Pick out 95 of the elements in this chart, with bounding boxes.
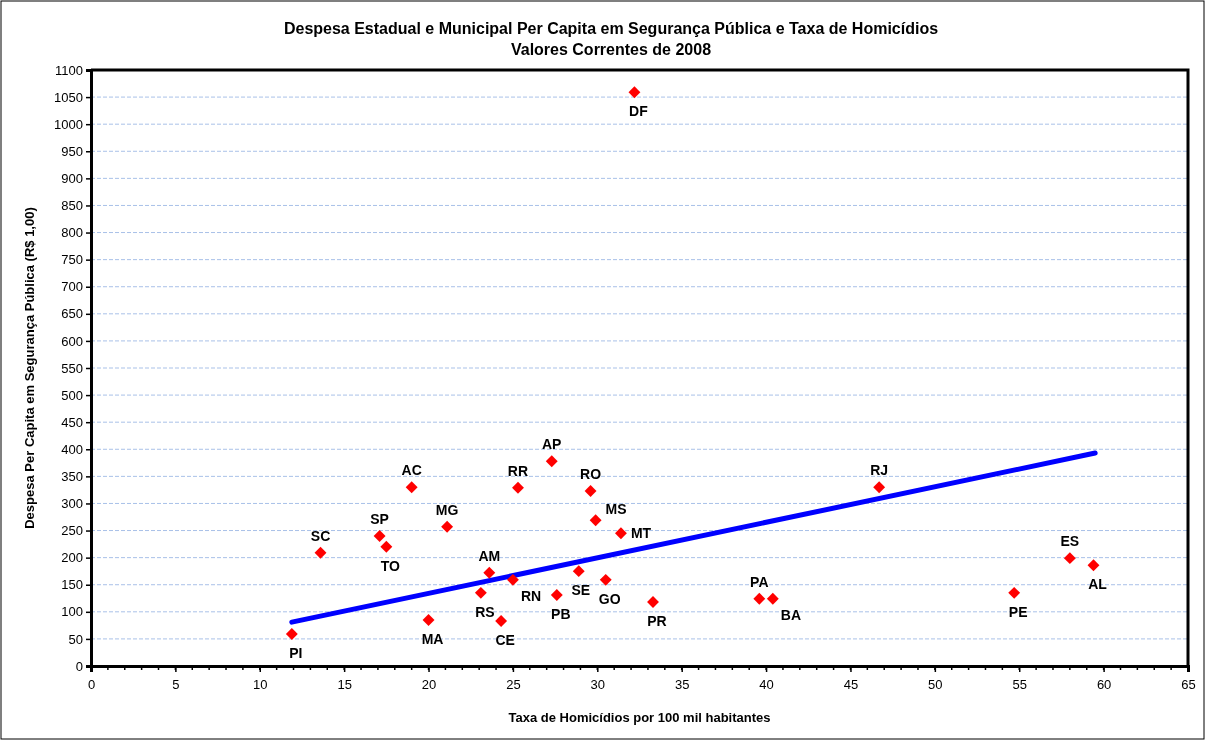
y-tick-label: 1000 <box>54 116 83 132</box>
y-tick-label: 150 <box>61 577 83 593</box>
point <box>1008 586 1021 599</box>
point <box>545 455 558 468</box>
chart-title: Despesa Estadual e Municipal Per Capita em Segurança Pública e Taxa de Homicídios <box>283 20 939 37</box>
point <box>474 586 487 599</box>
annotation: SE <box>571 582 591 599</box>
y-tick-label: 350 <box>61 469 83 485</box>
point <box>506 573 519 586</box>
point <box>1087 559 1100 572</box>
x-tick-label: 55 <box>1012 677 1027 693</box>
y-tick-label: 300 <box>61 496 83 512</box>
y-tick-label: 200 <box>61 550 83 566</box>
y-tick-label: 500 <box>61 387 83 403</box>
y-tick-label: 800 <box>61 225 83 241</box>
x-tick-label: 40 <box>759 677 774 693</box>
annotation: BA <box>780 606 802 623</box>
annotation: MA <box>421 630 444 647</box>
annotation: MG <box>435 501 459 518</box>
annotation: PB <box>551 606 571 623</box>
annotation: RJ <box>870 462 889 479</box>
y-tick-label: 0 <box>75 658 83 674</box>
point <box>753 592 766 605</box>
x-tick-label: 65 <box>1181 677 1196 693</box>
chart-subtitle: Valores Correntes de 2008 <box>510 41 712 58</box>
point <box>1063 552 1076 565</box>
y-tick-label: 100 <box>61 604 83 620</box>
point <box>628 86 641 99</box>
y-tick-label: 700 <box>61 279 83 295</box>
x-tick-label: 60 <box>1096 677 1112 693</box>
point <box>285 628 298 640</box>
y-tick-label: 750 <box>61 252 83 268</box>
y-tick-label: 650 <box>61 306 83 322</box>
x-tick-label: 50 <box>928 677 943 693</box>
point <box>373 530 386 542</box>
annotation: RO <box>580 465 602 482</box>
annotation: RR <box>507 462 529 479</box>
y-tick-label: 850 <box>61 198 83 214</box>
x-tick-label: 35 <box>674 677 690 693</box>
y-tick-label: 400 <box>61 441 83 457</box>
point <box>483 566 496 579</box>
y-tick-label: 600 <box>61 333 83 349</box>
point <box>572 565 585 578</box>
annotation: GO <box>598 590 621 607</box>
x-tick-label: 0 <box>87 677 96 693</box>
x-tick-label: 10 <box>253 677 268 693</box>
annotation: PR <box>647 613 667 630</box>
annotation: AM <box>478 547 501 564</box>
annotation: PI <box>289 645 303 662</box>
annotation: DF <box>629 103 649 120</box>
y-axis-title: Despesa Per Capita em Segurança Pública (R$ 1,00) <box>22 207 37 529</box>
annotation: MS <box>605 501 627 518</box>
point <box>441 520 454 533</box>
annotation: PA <box>750 573 769 590</box>
point <box>873 481 886 494</box>
annotation: SP <box>370 510 389 527</box>
annotation: MT <box>630 525 652 542</box>
x-tick-label: 30 <box>590 677 606 693</box>
x-tick-label: 15 <box>337 677 352 693</box>
point <box>766 592 779 605</box>
x-tick-label: 20 <box>421 677 437 693</box>
point <box>614 527 627 540</box>
y-tick-label: 250 <box>61 523 83 539</box>
point <box>647 596 659 609</box>
y-tick-label: 950 <box>61 143 83 159</box>
point <box>584 485 597 497</box>
y-tick-label: 50 <box>68 631 83 647</box>
point <box>512 481 524 494</box>
x-tick-label: 5 <box>172 677 180 693</box>
annotation: RN <box>520 587 542 604</box>
point <box>314 546 327 559</box>
point <box>550 589 563 601</box>
x-tick-label: 45 <box>843 677 859 693</box>
annotation: AC <box>401 462 422 479</box>
point <box>599 573 612 586</box>
annotation: ES <box>1060 533 1080 550</box>
point <box>589 514 602 527</box>
annotation: SC <box>310 527 331 544</box>
y-tick-label: 550 <box>61 360 83 376</box>
point <box>380 540 393 553</box>
point <box>495 615 508 627</box>
point <box>405 481 418 494</box>
annotation: PE <box>1008 603 1028 620</box>
y-tick-label: 1050 <box>54 89 83 105</box>
annotation: AL <box>1088 576 1108 593</box>
annotation: TO <box>380 557 401 574</box>
point <box>422 614 435 626</box>
x-tick-label: 25 <box>506 677 521 693</box>
y-tick-label: 900 <box>61 171 83 187</box>
x-axis-title: Taxa de Homicídios por 100 mil habitantes <box>508 710 771 725</box>
y-tick-label: 1100 <box>55 62 83 78</box>
y-tick-label: 450 <box>61 414 83 430</box>
annotation: CE <box>495 632 515 649</box>
annotation: RS <box>475 603 495 620</box>
annotation: AP <box>542 436 562 453</box>
